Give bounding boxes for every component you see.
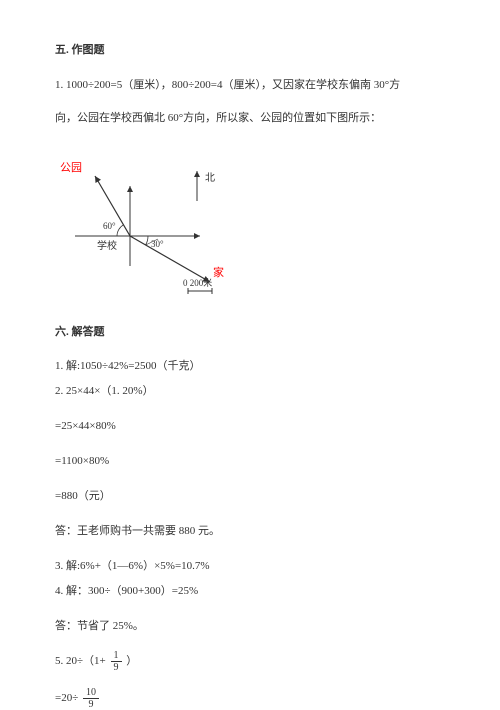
q2-ans: 答：王老师购书一共需要 880 元。 [55,521,445,542]
q2-l1: 2. 25×44×（1. 20%） [55,381,445,402]
q5-l1a: 5. 20÷（1+ [55,656,109,668]
angle60-label: 60° [103,221,116,231]
diagram-container: 北 公园 家 60° 30° 学校 0 200米 [55,141,445,304]
q1: 1. 解:1050÷42%=2500（千克） [55,356,445,377]
q2-l3: =1100×80% [55,451,445,472]
q1-line2: 向，公园在学校西偏北 60°方向，所以家、公园的位置如下图所示： [55,108,445,129]
direction-diagram: 北 公园 家 60° 30° 学校 0 200米 [55,141,255,296]
section5-title: 五. 作图题 [55,40,445,61]
q2-l2: =25×44×80% [55,416,445,437]
home-label: 家 [213,265,224,279]
frac1-den: 9 [111,662,122,673]
q2-l4: =880（元） [55,486,445,507]
q5-l1: 5. 20÷（1+ 1 9 ） [55,650,445,673]
frac1-num: 1 [111,650,122,662]
section6-title: 六. 解答题 [55,322,445,343]
q3: 3. 解:6%+（1—6%）×5%=10.7% [55,556,445,577]
scale-label: 0 200米 [183,277,212,288]
angle30-label: 30° [151,239,164,249]
q5-frac1: 1 9 [111,650,122,673]
north-label: 北 [205,172,215,184]
park-label: 公园 [60,161,82,174]
q4-l1: 4. 解：300÷（900+300）=25% [55,581,445,602]
frac2-num: 10 [83,687,99,699]
frac2-den: 9 [83,699,99,710]
q1-line1: 1. 1000÷200=5（厘米），800÷200=4（厘米），又因家在学校东偏… [55,75,445,96]
school-label: 学校 [97,239,117,252]
q5-l1b: ） [126,656,137,668]
q5-l2a: =20÷ [55,693,81,705]
q4-ans: 答：节省了 25%。 [55,616,445,637]
